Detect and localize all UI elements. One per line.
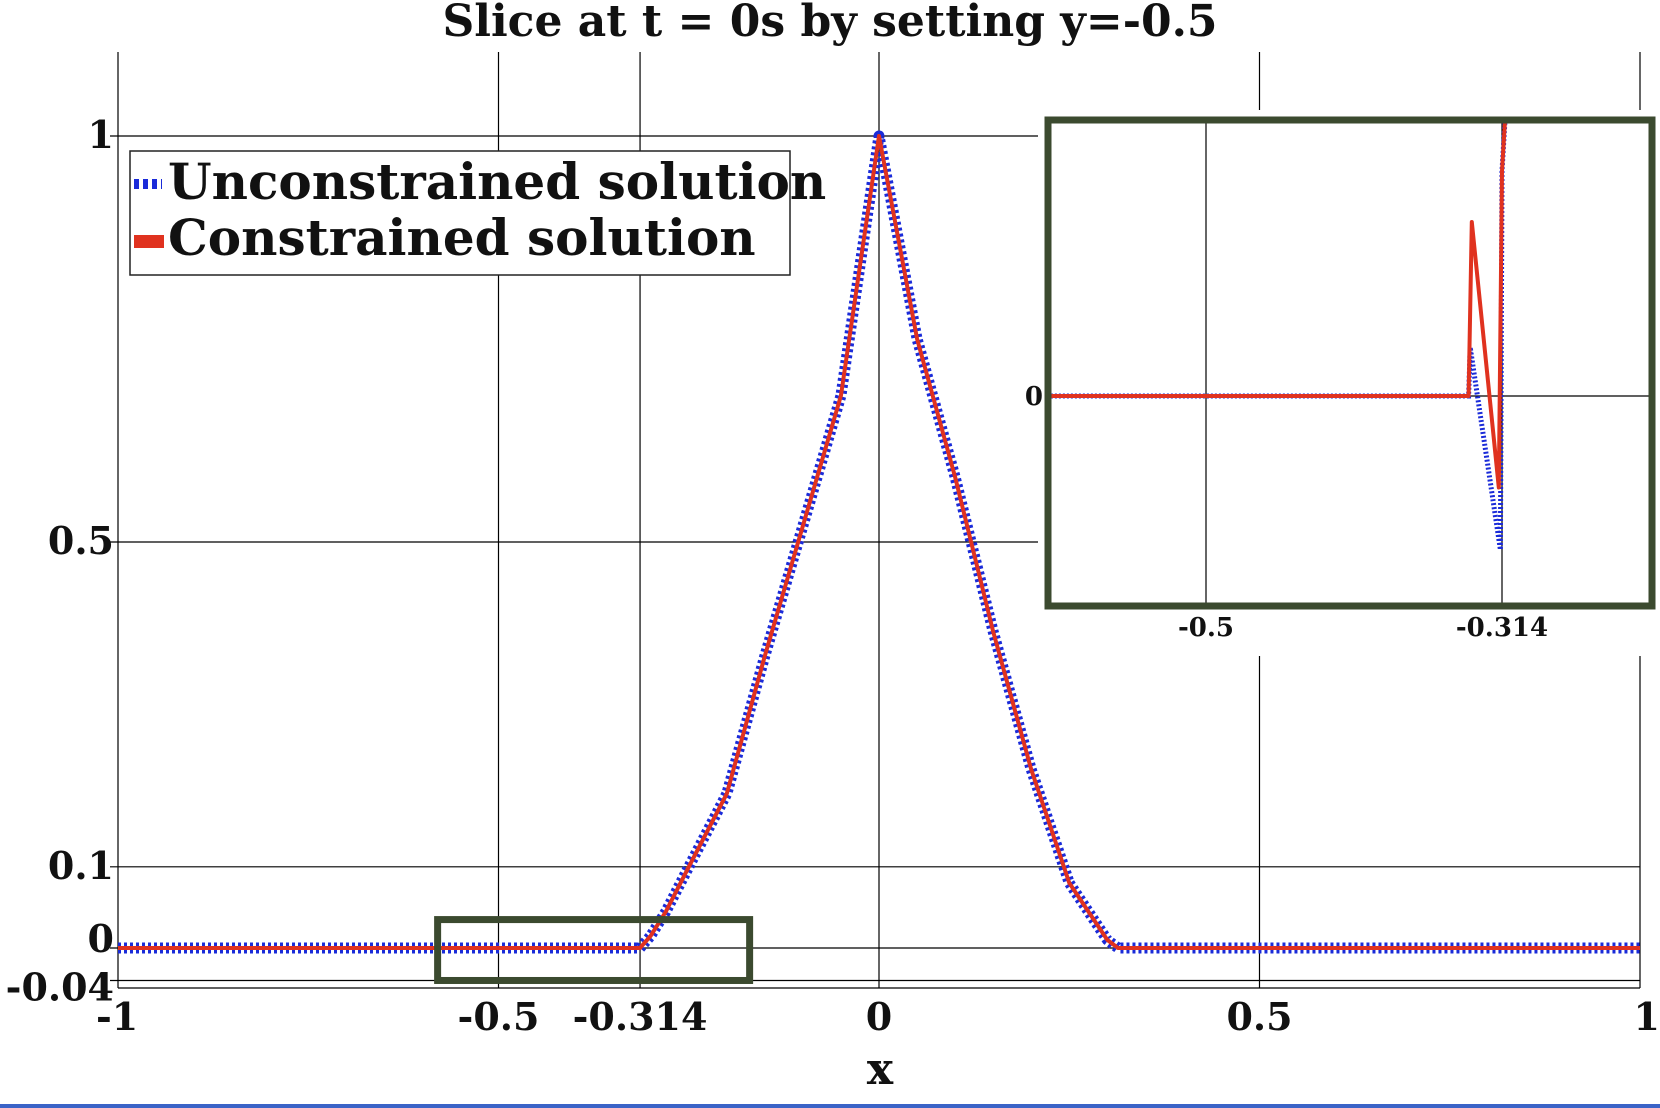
y-tick-label-0-5: 0.5 — [48, 518, 114, 563]
inset-x-tick-label-0-314: -0.314 — [1456, 613, 1548, 643]
main-series-layer — [118, 130, 1640, 954]
main-tick-labels: -1 -0.5 -0.314 0 0.5 110.50.10-0.04 — [6, 112, 1660, 1039]
x-tick-label-0-5: -0.5 — [458, 994, 540, 1039]
inset-series-line-unconstrained — [1048, 120, 1508, 551]
inset-tick-labels: -0.5 -0.314 0 — [1025, 382, 1548, 643]
chart-title: Slice at t = 0s by setting y=-0.5 — [442, 0, 1217, 47]
legend-label-constrained: Constrained solution — [168, 208, 756, 267]
series-line-constrained — [118, 134, 1640, 950]
y-tick-label-0-1: 0.1 — [48, 843, 114, 888]
y-tick-label-0: 0 — [88, 916, 114, 961]
y-tick-label-0-04: -0.04 — [6, 964, 114, 1009]
legend-label-unconstrained: Unconstrained solution — [168, 152, 826, 211]
inset-series-layer — [1048, 120, 1508, 551]
legend: Unconstrained solution Constrained solut… — [129, 150, 826, 276]
inset-panel: -0.5 -0.314 0 — [1025, 110, 1660, 656]
inset-y-tick-label-0: 0 — [1025, 382, 1043, 412]
x-tick-label-1: 1 — [1634, 994, 1660, 1039]
inset-background — [1038, 110, 1660, 656]
zoom-region-box — [434, 916, 754, 984]
x-tick-label-0-5: 0.5 — [1226, 994, 1292, 1039]
bottom-border — [0, 1104, 1660, 1108]
legend-swatch-constrained — [134, 235, 164, 248]
x-tick-label-0: 0 — [866, 994, 892, 1039]
inset-x-tick-label-0-5: -0.5 — [1178, 613, 1234, 643]
x-axis-label: x — [867, 1044, 894, 1095]
inset-series-line-constrained — [1048, 120, 1508, 490]
x-tick-label-0-314: -0.314 — [573, 994, 708, 1039]
x-tick-label-1: -1 — [96, 994, 138, 1039]
inset-frame — [1044, 116, 1656, 610]
y-tick-label-1: 1 — [88, 112, 114, 157]
